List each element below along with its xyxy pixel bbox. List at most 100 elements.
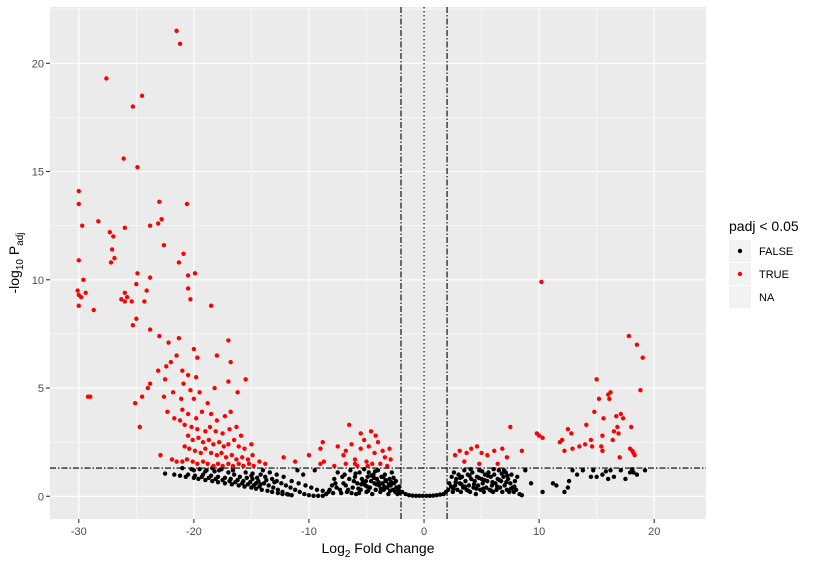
data-point-true — [122, 299, 128, 304]
data-point-false — [393, 478, 399, 484]
data-point-false — [594, 474, 599, 479]
data-point-false — [466, 483, 472, 488]
data-point-true — [227, 426, 232, 432]
data-point-false — [502, 483, 507, 488]
data-point-true — [147, 327, 153, 332]
data-point-true — [640, 355, 645, 360]
data-point-true — [142, 299, 147, 304]
data-point-false — [191, 475, 197, 481]
data-point-true — [457, 448, 462, 454]
data-point-false — [492, 472, 497, 477]
data-point-false — [397, 484, 402, 489]
data-point-true — [607, 396, 612, 402]
legend-label-true: TRUE — [759, 269, 789, 281]
data-point-false — [454, 476, 459, 482]
data-point-true — [536, 433, 542, 438]
data-point-true — [236, 461, 241, 466]
reference-lines — [50, 7, 706, 519]
data-point-true — [229, 452, 235, 458]
data-point-false — [475, 483, 481, 488]
data-point-false — [611, 474, 617, 479]
data-point-false — [243, 470, 248, 475]
data-point-true — [185, 372, 191, 378]
data-point-false — [378, 489, 383, 495]
x-tick-label: -30 — [71, 526, 87, 538]
data-point-false — [471, 482, 477, 487]
data-point-true — [500, 446, 505, 451]
data-point-true — [193, 416, 199, 421]
data-point-true — [220, 463, 225, 469]
data-point-false — [453, 479, 458, 485]
data-point-true — [188, 387, 193, 393]
data-point-false — [508, 486, 514, 491]
data-point-true — [96, 219, 101, 224]
data-point-false — [196, 476, 201, 482]
data-point-true — [352, 457, 358, 462]
data-point-false — [580, 468, 586, 473]
points-false-series — [162, 465, 648, 499]
data-point-true — [335, 444, 340, 449]
data-point-true — [364, 459, 369, 464]
data-point-false — [260, 468, 266, 473]
data-point-true — [130, 323, 136, 328]
data-point-true — [179, 396, 184, 402]
data-point-true — [235, 390, 240, 395]
data-point-true — [219, 450, 224, 456]
data-point-false — [380, 474, 386, 479]
data-point-false — [623, 476, 628, 482]
data-point-false — [350, 485, 355, 490]
y-axis-title-main: -log — [6, 270, 22, 293]
data-point-true — [185, 411, 191, 417]
data-point-true — [200, 459, 206, 464]
data-point-false — [288, 485, 293, 490]
data-point-false — [249, 473, 254, 478]
y-axis-title-rest: P — [6, 246, 22, 259]
y-axis-ticks: 0 5 10 15 20 — [32, 58, 50, 503]
data-point-true — [139, 394, 145, 399]
data-point-false — [554, 483, 559, 488]
data-point-false — [332, 476, 337, 482]
data-point-false — [334, 485, 339, 490]
data-point-true — [162, 377, 168, 382]
data-point-false — [343, 483, 348, 488]
data-point-true — [176, 336, 182, 341]
data-point-true — [185, 273, 191, 278]
legend-dot-true — [737, 271, 743, 277]
data-point-true — [145, 385, 151, 391]
data-point-true — [139, 93, 145, 98]
data-point-false — [474, 486, 479, 491]
data-point-true — [76, 201, 81, 207]
data-point-false — [447, 481, 452, 486]
data-point-false — [431, 493, 436, 498]
data-point-false — [504, 479, 509, 485]
data-point-true — [569, 431, 574, 436]
data-point-true — [292, 459, 298, 464]
x-tick-label: 0 — [421, 526, 427, 538]
data-point-false — [500, 489, 505, 495]
data-point-false — [254, 475, 260, 481]
data-point-true — [199, 409, 205, 415]
data-point-true — [212, 385, 217, 391]
data-point-false — [565, 485, 571, 490]
data-point-true — [238, 433, 244, 438]
data-point-true — [147, 223, 153, 228]
data-point-false — [356, 486, 361, 491]
grid-minor — [50, 7, 706, 519]
data-point-true — [132, 400, 138, 406]
data-point-false — [366, 488, 371, 494]
legend-keys: FALSE TRUE NA — [729, 240, 793, 308]
data-point-true — [205, 461, 210, 466]
x-tick-label: 10 — [533, 526, 545, 538]
y-tick-label: 0 — [38, 491, 44, 503]
data-point-false — [345, 487, 351, 492]
data-point-false — [389, 470, 395, 475]
data-point-false — [320, 488, 325, 494]
data-point-true — [231, 437, 237, 443]
data-point-false — [451, 470, 457, 475]
data-point-true — [216, 439, 222, 445]
x-axis-title: Log2 Fold Change — [322, 540, 435, 560]
data-point-true — [177, 41, 183, 47]
data-point-true — [492, 448, 497, 454]
data-point-false — [162, 471, 168, 476]
